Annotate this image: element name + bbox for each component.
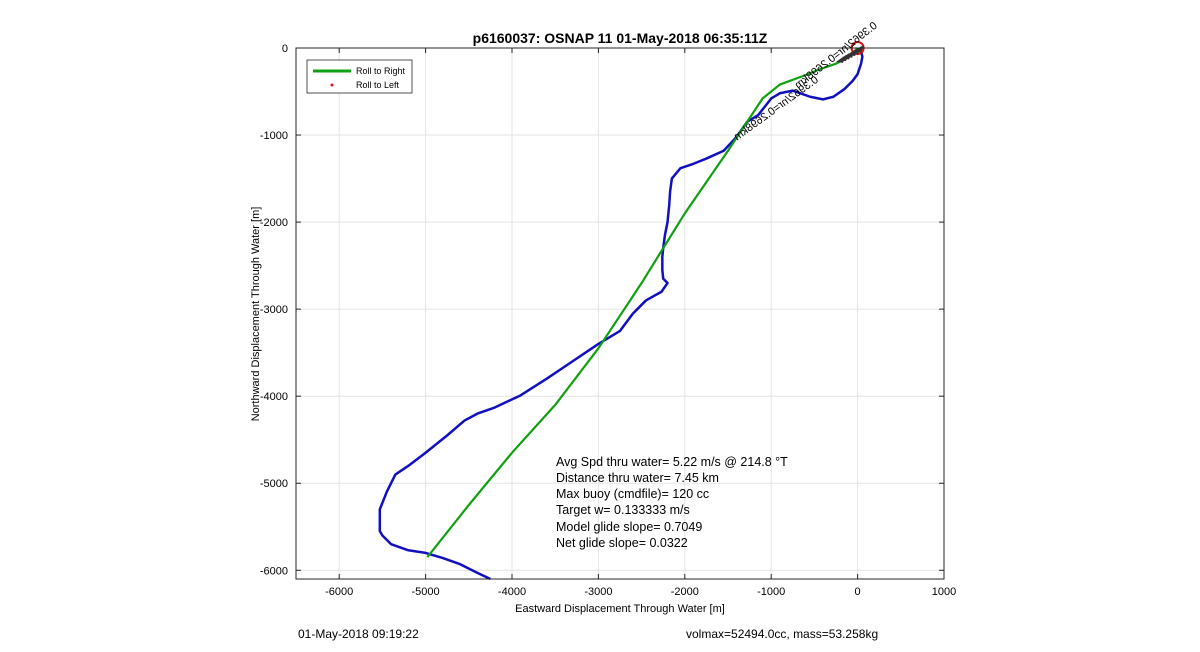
- legend-box: [306, 59, 413, 94]
- annotation-net-glide: Net glide slope= 0.0322: [556, 536, 688, 550]
- plot-frame: [295, 47, 945, 580]
- annotation-target-w: Target w= 0.133333 m/s: [556, 503, 690, 517]
- stats-annotations: Avg Spd thru water= 5.22 m/s @ 214.8 °T …: [556, 455, 788, 550]
- annotation-model-glide: Model glide slope= 0.7049: [556, 520, 702, 534]
- y-tick-label: -1000: [260, 130, 288, 142]
- annotation-distance: Distance thru water= 7.45 km: [556, 471, 719, 485]
- x-tick-label: -4000: [498, 586, 526, 598]
- y-tick-label: -5000: [260, 478, 288, 490]
- x-tick-label: 0: [855, 586, 861, 598]
- y-tick-label: 0: [282, 43, 288, 55]
- x-axis-label: Eastward Displacement Through Water [m]: [515, 603, 725, 615]
- plot-area: [296, 48, 944, 579]
- chart-title: p6160037: OSNAP 11 01-May-2018 06:35:11Z: [473, 30, 768, 46]
- footer-timestamp: 01-May-2018 09:19:22: [298, 627, 419, 641]
- y-axis-label: Northward Displacement Through Water [m]: [250, 207, 262, 422]
- x-tick-label: 1000: [932, 586, 956, 598]
- legend-label-roll-left: Roll to Left: [356, 80, 400, 90]
- annotation-max-buoy: Max buoy (cmdfile)= 120 cc: [556, 487, 709, 501]
- y-tick-label: -3000: [260, 304, 288, 316]
- heading-arrow-mark: [836, 54, 846, 63]
- x-tick-label: -1000: [757, 586, 785, 598]
- y-tick-label: -2000: [260, 217, 288, 229]
- x-tick-label: -5000: [412, 586, 440, 598]
- legend-label-roll-right: Roll to Right: [356, 66, 406, 76]
- x-tick-label: -6000: [325, 586, 353, 598]
- heading-arrows: [836, 44, 865, 63]
- dive-track-line: [378, 47, 864, 581]
- y-tick-label: -6000: [260, 565, 288, 577]
- x-tick-label: -2000: [671, 586, 699, 598]
- axis-ticks: -6000 -5000 -4000 -3000 -2000 -1000 0 1000 0 -100…: [260, 43, 956, 598]
- legend: Roll to Right Roll to Left: [306, 59, 413, 94]
- footer-volmax-mass: volmax=52494.0cc, mass=53.258kg: [686, 627, 879, 641]
- x-tick-label: -3000: [584, 586, 612, 598]
- legend-swatch-roll-left: [330, 83, 334, 87]
- y-tick-label: -4000: [260, 391, 288, 403]
- annotation-avg-speed: Avg Spd thru water= 5.22 m/s @ 214.8 °T: [556, 455, 788, 469]
